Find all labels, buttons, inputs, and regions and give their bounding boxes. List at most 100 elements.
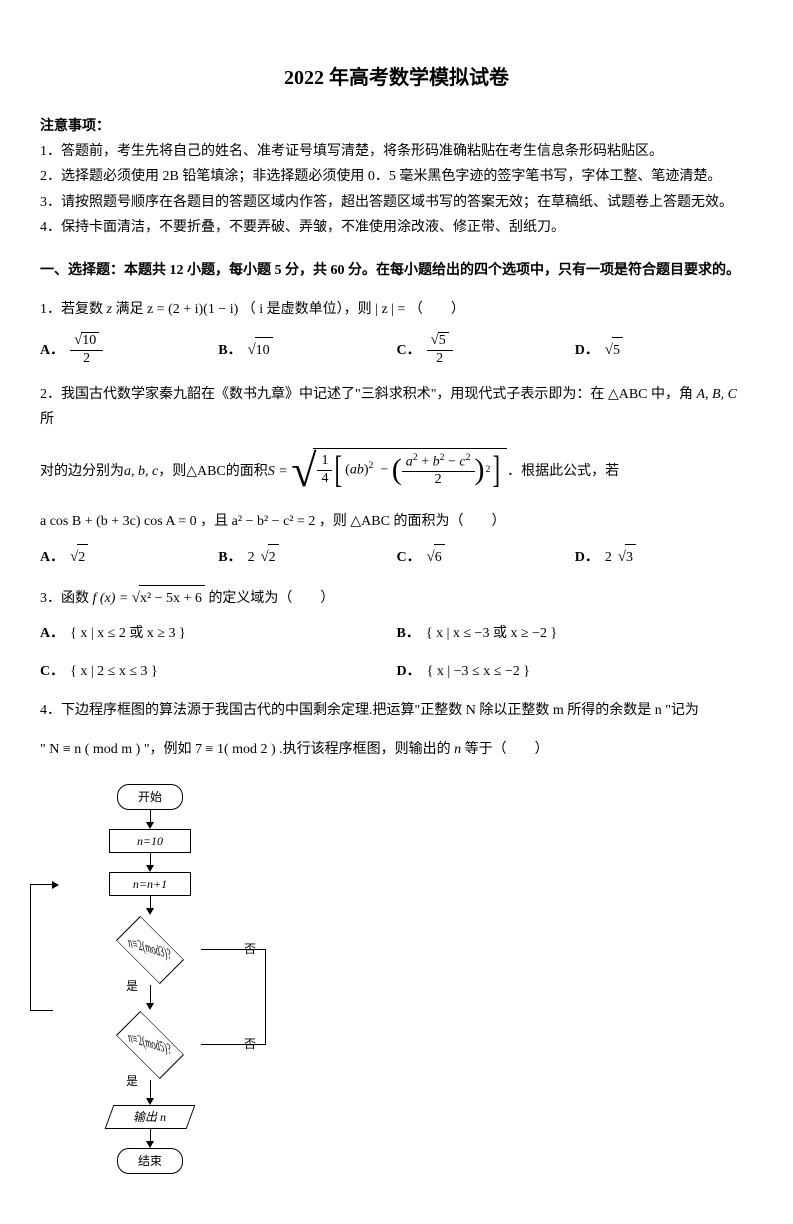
- label-c: C．: [397, 338, 421, 363]
- q1-prefix: 1．若复数: [40, 302, 107, 317]
- q3-option-d: D． { x | −3 ≤ x ≤ −2 }: [397, 659, 754, 684]
- section1-header: 一、选择题：本题共 12 小题，每小题 5 分，共 60 分。在每小题给出的四个…: [40, 258, 753, 283]
- q1-options: A． √10 2 B． √10 C． √5 2 D． √5: [40, 332, 753, 368]
- q2-l1-after: 所: [40, 412, 54, 427]
- q2-inner-den: 2: [402, 472, 475, 489]
- q1-mod: | z | =: [375, 302, 409, 317]
- q3-b: { x | x ≤ −3 或 x ≥ −2 }: [426, 621, 557, 646]
- q4-l2-before: ": [40, 742, 49, 757]
- question-1: 1．若复数 z 满足 z = (2 + i)(1 − i) （ i 是虚数单位）…: [40, 297, 753, 322]
- q2-minus: −: [380, 463, 388, 478]
- q2-area-is: 的面积: [226, 459, 268, 484]
- q4-expr: N ≡ n ( mod m ): [49, 742, 140, 757]
- q2-l2-after: ．根据此公式，若: [507, 459, 619, 484]
- q1-option-c: C． √5 2: [397, 332, 575, 368]
- flow-start: 开始: [117, 784, 183, 810]
- q4-l2-after: .执行该程序框图，则输出的: [279, 742, 454, 757]
- q2-angles: A, B, C: [697, 387, 737, 402]
- q2-l2-before: 对的边分别为: [40, 459, 124, 484]
- q3-label-a: A．: [40, 621, 64, 646]
- flow-cond2-label: n≡2(mod5)?: [99, 1018, 200, 1073]
- q2-frac-den: 4: [317, 471, 332, 488]
- q2-frac-num: 1: [317, 453, 332, 471]
- flowchart: 开始 n=10 n=n+1 n≡2(mod3)? 否 是 n≡2(mod5)? …: [40, 784, 260, 1174]
- q3-option-a: A． { x | x ≤ 2 或 x ≥ 3 }: [40, 621, 397, 646]
- q3-label-d: D．: [397, 659, 421, 684]
- question-3: 3．函数 f (x) = √x² − 5x + 6 的定义域为（ ）: [40, 585, 753, 611]
- q1-end: （ ）: [409, 302, 465, 317]
- q1-option-a: A． √10 2: [40, 332, 218, 368]
- flow-cond1-no: 否: [244, 939, 256, 961]
- flow-output: 输出 n: [105, 1105, 196, 1129]
- question-4-line2: " N ≡ n ( mod m ) "，例如 7 ≡ 1( mod 2 ) .执…: [40, 737, 753, 762]
- q3-under: x² − 5x + 6: [139, 585, 205, 611]
- q2-b-val: 2: [268, 544, 279, 570]
- q2-option-d: D． 2√3: [575, 544, 753, 570]
- q1-d-val: 5: [612, 337, 623, 363]
- q1-a-den: 2: [70, 351, 103, 368]
- q1-c-den: 2: [427, 351, 453, 368]
- q2-l3-end: 的面积为（ ）: [393, 514, 505, 529]
- flow-cond1-yes: 是: [126, 976, 138, 998]
- q2-sqrt: √ 1 4 [ (ab)2 − ( a2 + b2 − c2 2 ) 2 ]: [291, 448, 507, 495]
- q2-S-eq: S =: [268, 459, 288, 484]
- flow-cond2-no: 否: [244, 1034, 256, 1056]
- label-a: A．: [40, 338, 64, 363]
- q2-tri1: △ABC: [608, 387, 648, 402]
- q1-eq: z = (2 + i)(1 − i): [147, 302, 238, 317]
- q1-after-eq: （ i 是虚数单位），则: [242, 302, 375, 317]
- q2-l1-mid: 中，角: [651, 387, 697, 402]
- q2-tri3: △ABC: [350, 514, 390, 529]
- q2-option-c: C． √6: [397, 544, 575, 570]
- q1-b-val: 10: [255, 337, 273, 363]
- q2-eq1: a cos B + (b + 3c) cos A = 0: [40, 514, 197, 529]
- q2-tri2: △ABC: [186, 459, 226, 484]
- question-2-formula: 对的边分别为 a, b, c ，则 △ABC 的面积 S = √ 1 4 [ (…: [40, 448, 753, 495]
- q2-sq2: 2: [486, 461, 491, 479]
- q4-n: n: [454, 742, 461, 757]
- instruction-2: 2．选择题必须使用 2B 铅笔填涂；非选择题必须使用 0．5 毫米黑色字迹的签字…: [40, 164, 753, 189]
- question-2-line1: 2．我国古代数学家秦九韶在《数书九章》中记述了"三斜求积术"，用现代式子表示即为…: [40, 382, 753, 432]
- q3-a: { x | x ≤ 2 或 x ≥ 3 }: [70, 621, 186, 646]
- q3-option-c: C． { x | 2 ≤ x ≤ 3 }: [40, 659, 397, 684]
- exam-title: 2022 年高考数学模拟试卷: [40, 60, 753, 96]
- question-2-line3: a cos B + (b + 3c) cos A = 0 ，且 a² − b² …: [40, 509, 753, 534]
- q2-option-b: B． 2√2: [218, 544, 396, 570]
- q3-label-b: B．: [397, 621, 420, 646]
- q1-option-d: D． √5: [575, 332, 753, 368]
- q3-d: { x | −3 ≤ x ≤ −2 }: [427, 659, 530, 684]
- label-b: B．: [218, 338, 241, 363]
- q2-b-coeff: 2: [248, 545, 255, 570]
- flow-step: n=n+1: [109, 872, 191, 896]
- q3-fx: f (x) =: [93, 591, 132, 606]
- q3-option-b: B． { x | x ≤ −3 或 x ≥ −2 }: [397, 621, 754, 646]
- q3-prefix: 3．函数: [40, 591, 93, 606]
- q1-mid: 满足: [115, 302, 147, 317]
- q2-label-d: D．: [575, 545, 599, 570]
- q3-options: A． { x | x ≤ 2 或 x ≥ 3 } B． { x | x ≤ −3…: [40, 621, 753, 683]
- instructions-heading: 注意事项：: [40, 114, 753, 139]
- q2-sides: a, b, c: [124, 459, 158, 484]
- q2-label-c: C．: [397, 545, 421, 570]
- q3-label-c: C．: [40, 659, 64, 684]
- q2-a-val: 2: [77, 544, 88, 570]
- q2-d-val: 3: [625, 544, 636, 570]
- q2-l2-mid: ，则: [158, 459, 186, 484]
- q2-label-b: B．: [218, 545, 241, 570]
- flow-cond2-no-path: [201, 982, 266, 1045]
- instruction-3: 3．请按照题号顺序在各题目的答题区域内作答，超出答题区域书写的答案无效；在草稿纸…: [40, 190, 753, 215]
- flow-cond2: n≡2(mod5)?: [116, 1011, 184, 1079]
- instruction-4: 4．保持卡面清洁，不要折叠，不要弄破、弄皱，不准使用涂改液、修正带、刮纸刀。: [40, 215, 753, 240]
- flow-cond2-yes: 是: [126, 1071, 138, 1093]
- flow-end: 结束: [117, 1148, 183, 1174]
- q2-d-coeff: 2: [605, 545, 612, 570]
- q2-l1-before: 2．我国古代数学家秦九韶在《数书九章》中记述了"三斜求积术"，用现代式子表示即为…: [40, 387, 608, 402]
- q2-eq2: a² − b² − c² = 2: [232, 514, 316, 529]
- flow-cond1: n≡2(mod3)?: [116, 916, 184, 984]
- q2-label-a: A．: [40, 545, 64, 570]
- q2-l3-after: ，则: [319, 514, 351, 529]
- q1-z: z: [107, 302, 112, 317]
- q2-option-a: A． √2: [40, 544, 218, 570]
- q4-example: 7 ≡ 1( mod 2 ): [195, 742, 276, 757]
- q2-c-val: 6: [434, 544, 445, 570]
